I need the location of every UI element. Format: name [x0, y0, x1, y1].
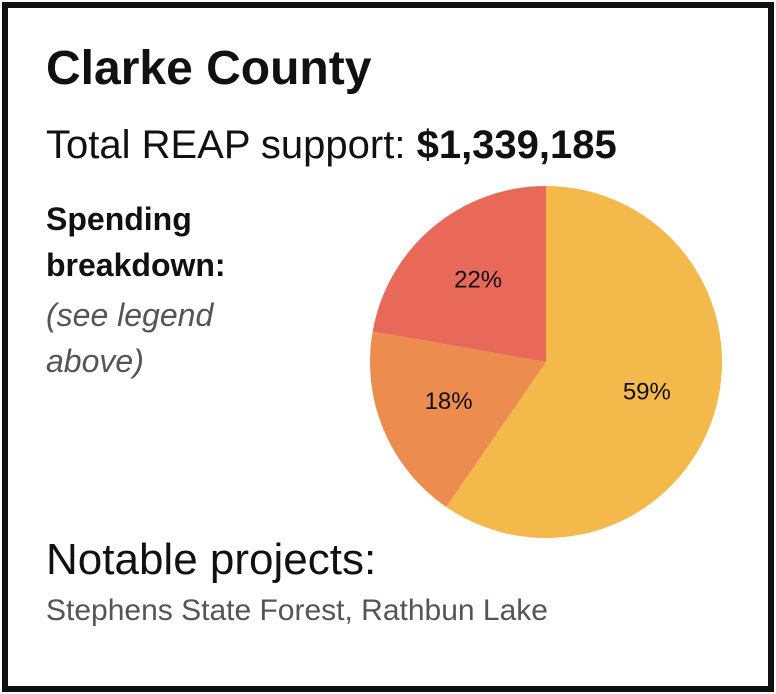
pie-slice [369, 331, 546, 507]
slice-label: 59% [623, 379, 671, 406]
support-label-text: Total REAP support: [46, 123, 405, 167]
breakdown-label: breakdown: [46, 247, 226, 283]
breakdown-note: above) [46, 343, 144, 379]
support-value: $1,339,185 [417, 123, 617, 167]
support-label: Total REAP support: $1,339,185 [46, 123, 617, 167]
breakdown-note: (see legend [46, 297, 214, 333]
pie-slice [446, 186, 722, 538]
slice-label: 22% [454, 266, 502, 293]
breakdown-label: Spending [46, 201, 192, 237]
projects: Stephens State Forest, Rathbun Lake [46, 594, 548, 627]
slice-label: 18% [425, 388, 473, 415]
chart-title: Clarke County [46, 42, 372, 95]
projects-label: Notable projects: [46, 535, 376, 584]
pie-slice [372, 186, 546, 362]
